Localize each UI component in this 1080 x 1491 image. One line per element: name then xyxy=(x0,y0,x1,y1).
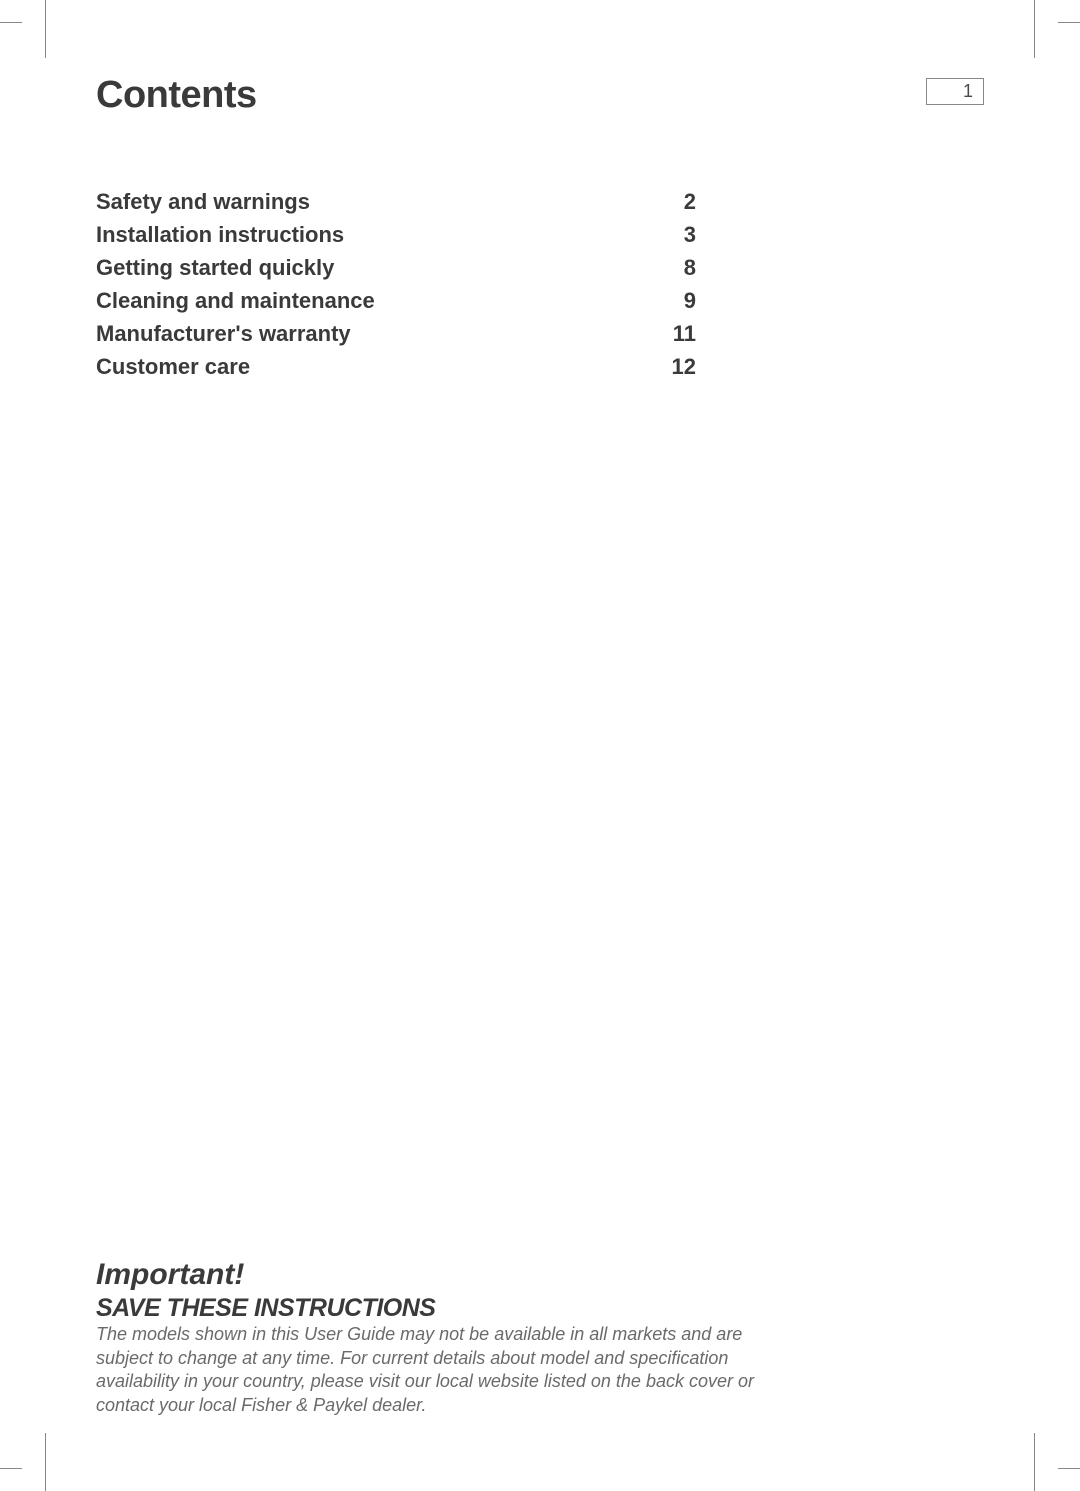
toc-label: Manufacturer's warranty xyxy=(96,317,656,350)
page-number: 1 xyxy=(926,78,984,105)
page-content: Contents 1 Safety and warnings 2 Install… xyxy=(96,74,984,1417)
crop-mark xyxy=(1034,1433,1035,1491)
toc-label: Cleaning and maintenance xyxy=(96,284,656,317)
toc-row: Safety and warnings 2 xyxy=(96,185,696,218)
toc-page: 2 xyxy=(656,185,696,218)
toc-page: 9 xyxy=(656,284,696,317)
page-title: Contents xyxy=(96,74,257,117)
toc-label: Safety and warnings xyxy=(96,185,656,218)
toc-row: Getting started quickly 8 xyxy=(96,251,696,284)
toc-row: Manufacturer's warranty 11 xyxy=(96,317,696,350)
toc-page: 8 xyxy=(656,251,696,284)
table-of-contents: Safety and warnings 2 Installation instr… xyxy=(96,185,696,383)
toc-page: 12 xyxy=(656,350,696,383)
header-row: Contents 1 xyxy=(96,74,984,117)
toc-label: Customer care xyxy=(96,350,656,383)
important-heading: Important! xyxy=(96,1258,784,1292)
disclaimer-text: The models shown in this User Guide may … xyxy=(96,1323,784,1417)
toc-row: Installation instructions 3 xyxy=(96,218,696,251)
crop-mark xyxy=(45,0,46,58)
crop-mark xyxy=(1058,22,1080,23)
toc-page: 3 xyxy=(656,218,696,251)
save-instructions-heading: SAVE THESE INSTRUCTIONS xyxy=(96,1294,784,1323)
footer-block: Important! SAVE THESE INSTRUCTIONS The m… xyxy=(96,1258,784,1417)
toc-label: Installation instructions xyxy=(96,218,656,251)
toc-row: Cleaning and maintenance 9 xyxy=(96,284,696,317)
crop-mark xyxy=(1034,0,1035,58)
crop-mark xyxy=(0,22,22,23)
crop-mark xyxy=(0,1468,22,1469)
toc-label: Getting started quickly xyxy=(96,251,656,284)
crop-mark xyxy=(45,1433,46,1491)
toc-row: Customer care 12 xyxy=(96,350,696,383)
toc-page: 11 xyxy=(656,317,696,350)
crop-mark xyxy=(1058,1468,1080,1469)
